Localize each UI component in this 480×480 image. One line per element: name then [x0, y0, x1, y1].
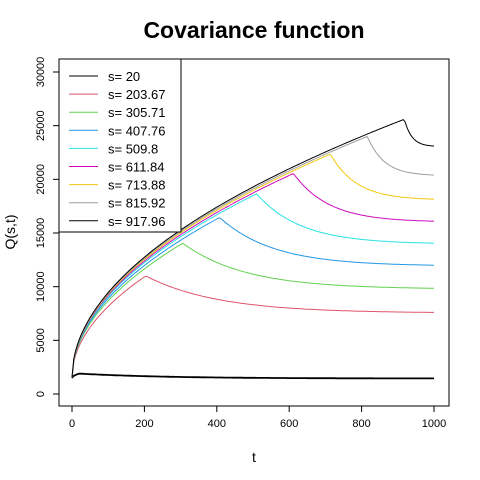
series-line: [71, 118, 435, 378]
y-tick-label: 15000: [35, 218, 47, 249]
series-line: [71, 154, 435, 378]
y-tick-label: 10000: [35, 271, 47, 302]
legend: s= 20 s= 203.67 s= 305.71 s= 407.76 s= 509.8…: [58, 58, 182, 233]
legend-label: s= 20: [108, 69, 140, 84]
y-axis: 0 5000 10000 15000 20000 25000 30000: [35, 57, 60, 397]
series-line: [71, 193, 434, 378]
x-tick-label: 1000: [422, 418, 446, 430]
x-axis-label: t: [252, 449, 256, 465]
legend-label: s= 713.88: [108, 178, 165, 193]
x-tick-label: 800: [352, 418, 370, 430]
series-line: [71, 217, 434, 378]
y-axis-label: Q(s,t): [2, 215, 18, 250]
y-tick-label: 20000: [35, 164, 47, 195]
y-tick-label: 30000: [35, 57, 47, 88]
series-line: [71, 135, 434, 378]
series-line: [71, 242, 434, 378]
y-tick-label: 25000: [35, 110, 47, 141]
x-axis: 0 200 400 600 800 1000: [69, 405, 446, 430]
legend-label: s= 815.92: [108, 196, 165, 211]
y-tick-label: 0: [35, 391, 47, 397]
series-line: [71, 372, 434, 380]
x-tick-label: 600: [280, 418, 298, 430]
legend-label: s= 917.96: [108, 214, 165, 229]
series-lines: [71, 118, 435, 380]
legend-label: s= 407.76: [108, 123, 165, 138]
x-tick-label: 200: [135, 418, 153, 430]
series-line: [71, 173, 435, 378]
chart-title: Covariance function: [143, 17, 364, 43]
x-tick-label: 400: [208, 418, 226, 430]
x-tick-label: 0: [69, 418, 75, 430]
legend-label: s= 611.84: [108, 160, 165, 175]
series-line: [71, 275, 434, 378]
y-tick-label: 5000: [35, 328, 47, 352]
legend-label: s= 509.8: [108, 141, 158, 156]
legend-label: s= 305.71: [108, 105, 165, 120]
legend-label: s= 203.67: [108, 87, 165, 102]
